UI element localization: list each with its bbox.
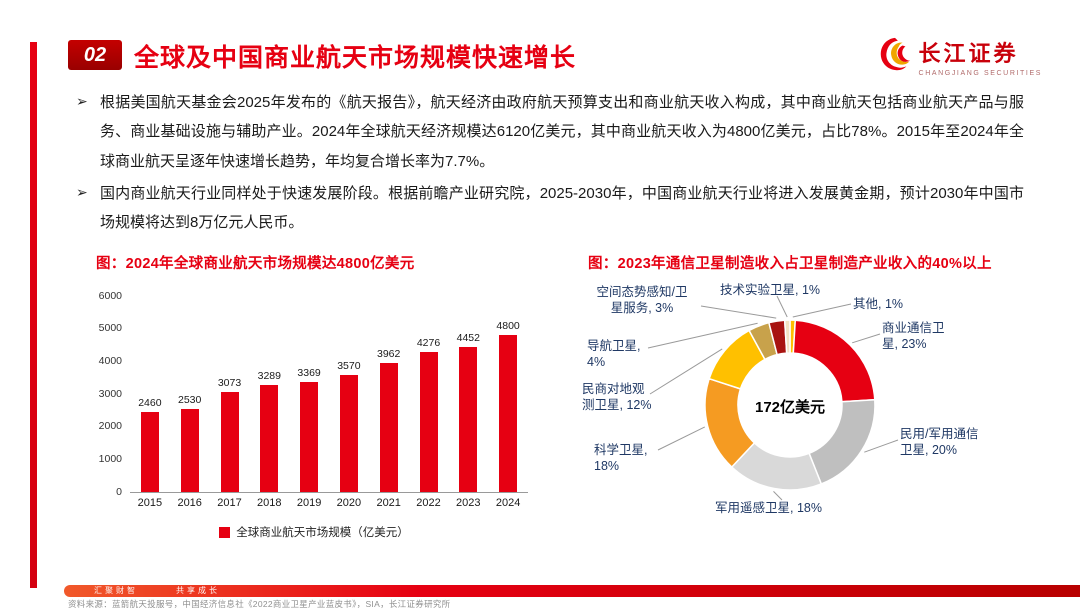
leader-line bbox=[852, 333, 881, 344]
leader-line bbox=[776, 295, 788, 318]
leader-line bbox=[773, 491, 783, 501]
leader-line bbox=[647, 322, 758, 349]
bar-value-label: 3962 bbox=[377, 347, 401, 360]
y-tick-label: 4000 bbox=[98, 354, 122, 367]
bullet-arrow-icon: ➢ bbox=[76, 93, 88, 109]
bar bbox=[220, 391, 239, 492]
y-tick-label: 5000 bbox=[98, 322, 122, 335]
y-tick-label: 3000 bbox=[98, 387, 122, 400]
logo-subtitle: CHANGJIANG SECURITIES bbox=[918, 70, 1042, 77]
bar-value-label: 3073 bbox=[217, 376, 242, 389]
bullet-text: 根据美国航天基金会2025年发布的《航天报告》，航天经济由政府航天预算支出和商业… bbox=[100, 94, 1024, 170]
bar-x-label: 2016 bbox=[177, 497, 202, 509]
bullet-arrow-icon: ➢ bbox=[76, 183, 88, 200]
y-tick-label: 0 bbox=[116, 485, 122, 498]
company-logo: 长江证券 CHANGJIANG SECURITIES bbox=[876, 36, 1042, 79]
legend-label: 全球商业航天市场规模（亿美元） bbox=[236, 527, 409, 539]
y-tick-label: 1000 bbox=[98, 452, 122, 465]
leader-line bbox=[649, 348, 723, 395]
donut-center-label: 172亿美元 bbox=[754, 399, 826, 416]
bar-x-label: 2021 bbox=[376, 497, 401, 509]
logo-text: 长江证券 CHANGJIANG SECURITIES bbox=[919, 36, 1042, 77]
source-note: 资料来源：蓝箭航天投服号，中国经济信息社《2022商业卫星产业蓝皮书》，SIA，… bbox=[68, 599, 451, 609]
leader-line bbox=[792, 303, 852, 318]
bullet-item: ➢ 国内商业航天行业同样处于快速发展阶段。根据前瞻产业研究院，2025-2030… bbox=[76, 179, 1024, 238]
bullet-item: ➢ 根据美国航天基金会2025年发布的《航天报告》，航天经济由政府航天预算支出和… bbox=[76, 88, 1024, 176]
left-accent-stripe bbox=[30, 42, 37, 588]
footer-bar: 汇聚财智 共享成长 bbox=[64, 585, 1080, 597]
bullet-list: ➢ 根据美国航天基金会2025年发布的《航天报告》，航天经济由政府航天预算支出和… bbox=[76, 88, 1024, 240]
bar-x-label: 2015 bbox=[137, 497, 163, 509]
leader-line bbox=[700, 305, 777, 319]
bar bbox=[300, 381, 319, 492]
bar bbox=[459, 346, 478, 492]
bar-chart-title: 图：2024年全球商业航天市场规模达4800亿美元 bbox=[96, 256, 415, 272]
bar-chart: 0 1000 2000 3000 4000 5000 6000 2460 2015 2530 20… bbox=[90, 280, 538, 548]
page-title: 全球及中国商业航天市场规模快速增长 bbox=[134, 44, 577, 72]
donut-chart: 其他, 1% 商业通信卫 星, 23% 民用/军用通信 卫星, 20% 军用遥感卫星, 1… bbox=[570, 276, 1070, 534]
bar-x-label: 2023 bbox=[456, 497, 481, 509]
donut-slice bbox=[792, 319, 876, 403]
slogan-right: 共享成长 bbox=[176, 586, 220, 595]
bar-value-label: 4800 bbox=[496, 320, 520, 333]
bar bbox=[339, 375, 358, 492]
bar bbox=[419, 352, 438, 492]
chart-legend: 全球商业航天市场规模（亿美元） bbox=[90, 524, 538, 540]
donut-slice bbox=[783, 319, 791, 354]
bar-x-label: 2019 bbox=[296, 497, 322, 509]
y-tick-label: 6000 bbox=[98, 289, 122, 302]
bar-x-label: 2018 bbox=[257, 497, 282, 509]
bar bbox=[499, 335, 518, 492]
bar-x-label: 2024 bbox=[495, 497, 521, 509]
donut-chart-title: 图：2023年通信卫星制造收入占卫星制造产业收入的40%以上 bbox=[588, 256, 992, 272]
bar-value-label: 3369 bbox=[297, 366, 321, 379]
bar bbox=[260, 384, 279, 492]
bar-x-label: 2017 bbox=[217, 497, 242, 509]
bar-value-label: 4452 bbox=[456, 331, 480, 344]
legend-swatch bbox=[219, 526, 231, 538]
bar-value-label: 2460 bbox=[138, 396, 162, 409]
slide-number-badge: 02 bbox=[68, 40, 122, 70]
leader-line bbox=[864, 439, 899, 453]
y-tick-label: 2000 bbox=[98, 420, 122, 433]
donut-svg bbox=[647, 295, 899, 501]
bar-chart-y-axis: 0 1000 2000 3000 4000 5000 6000 bbox=[90, 290, 122, 497]
bar bbox=[379, 362, 398, 492]
bar bbox=[180, 409, 199, 492]
slogan-left: 汇聚财智 bbox=[94, 586, 138, 595]
bar-x-label: 2020 bbox=[336, 497, 362, 509]
bar bbox=[140, 411, 159, 492]
bar-value-label: 2530 bbox=[178, 394, 202, 407]
leader-line bbox=[657, 426, 706, 451]
bullet-text: 国内商业航天行业同样处于快速发展阶段。根据前瞻产业研究院，2025-2030年，… bbox=[100, 184, 1024, 231]
bar-x-label: 2022 bbox=[416, 497, 441, 509]
logo-name: 长江证券 bbox=[918, 41, 1019, 66]
phoenix-logo-icon bbox=[876, 36, 914, 79]
bar-value-label: 3570 bbox=[337, 360, 361, 373]
bar-value-label: 4276 bbox=[416, 337, 441, 350]
bar-chart-plot: 2460 2015 2530 2016 3073 2017 3289 2018 3369 2019… bbox=[130, 296, 528, 509]
bar-value-label: 3289 bbox=[257, 369, 281, 382]
